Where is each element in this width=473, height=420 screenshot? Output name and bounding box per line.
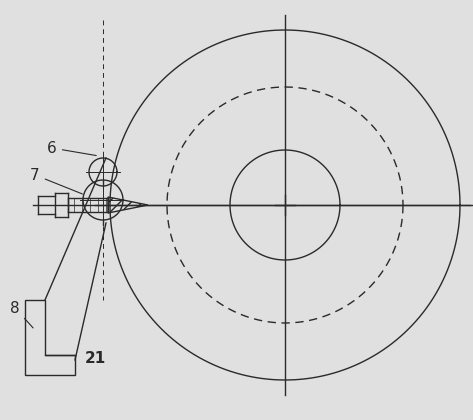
Text: 8: 8 xyxy=(10,300,33,328)
Text: 21: 21 xyxy=(84,351,105,365)
Text: 7: 7 xyxy=(30,168,82,194)
Text: 6: 6 xyxy=(47,141,96,155)
